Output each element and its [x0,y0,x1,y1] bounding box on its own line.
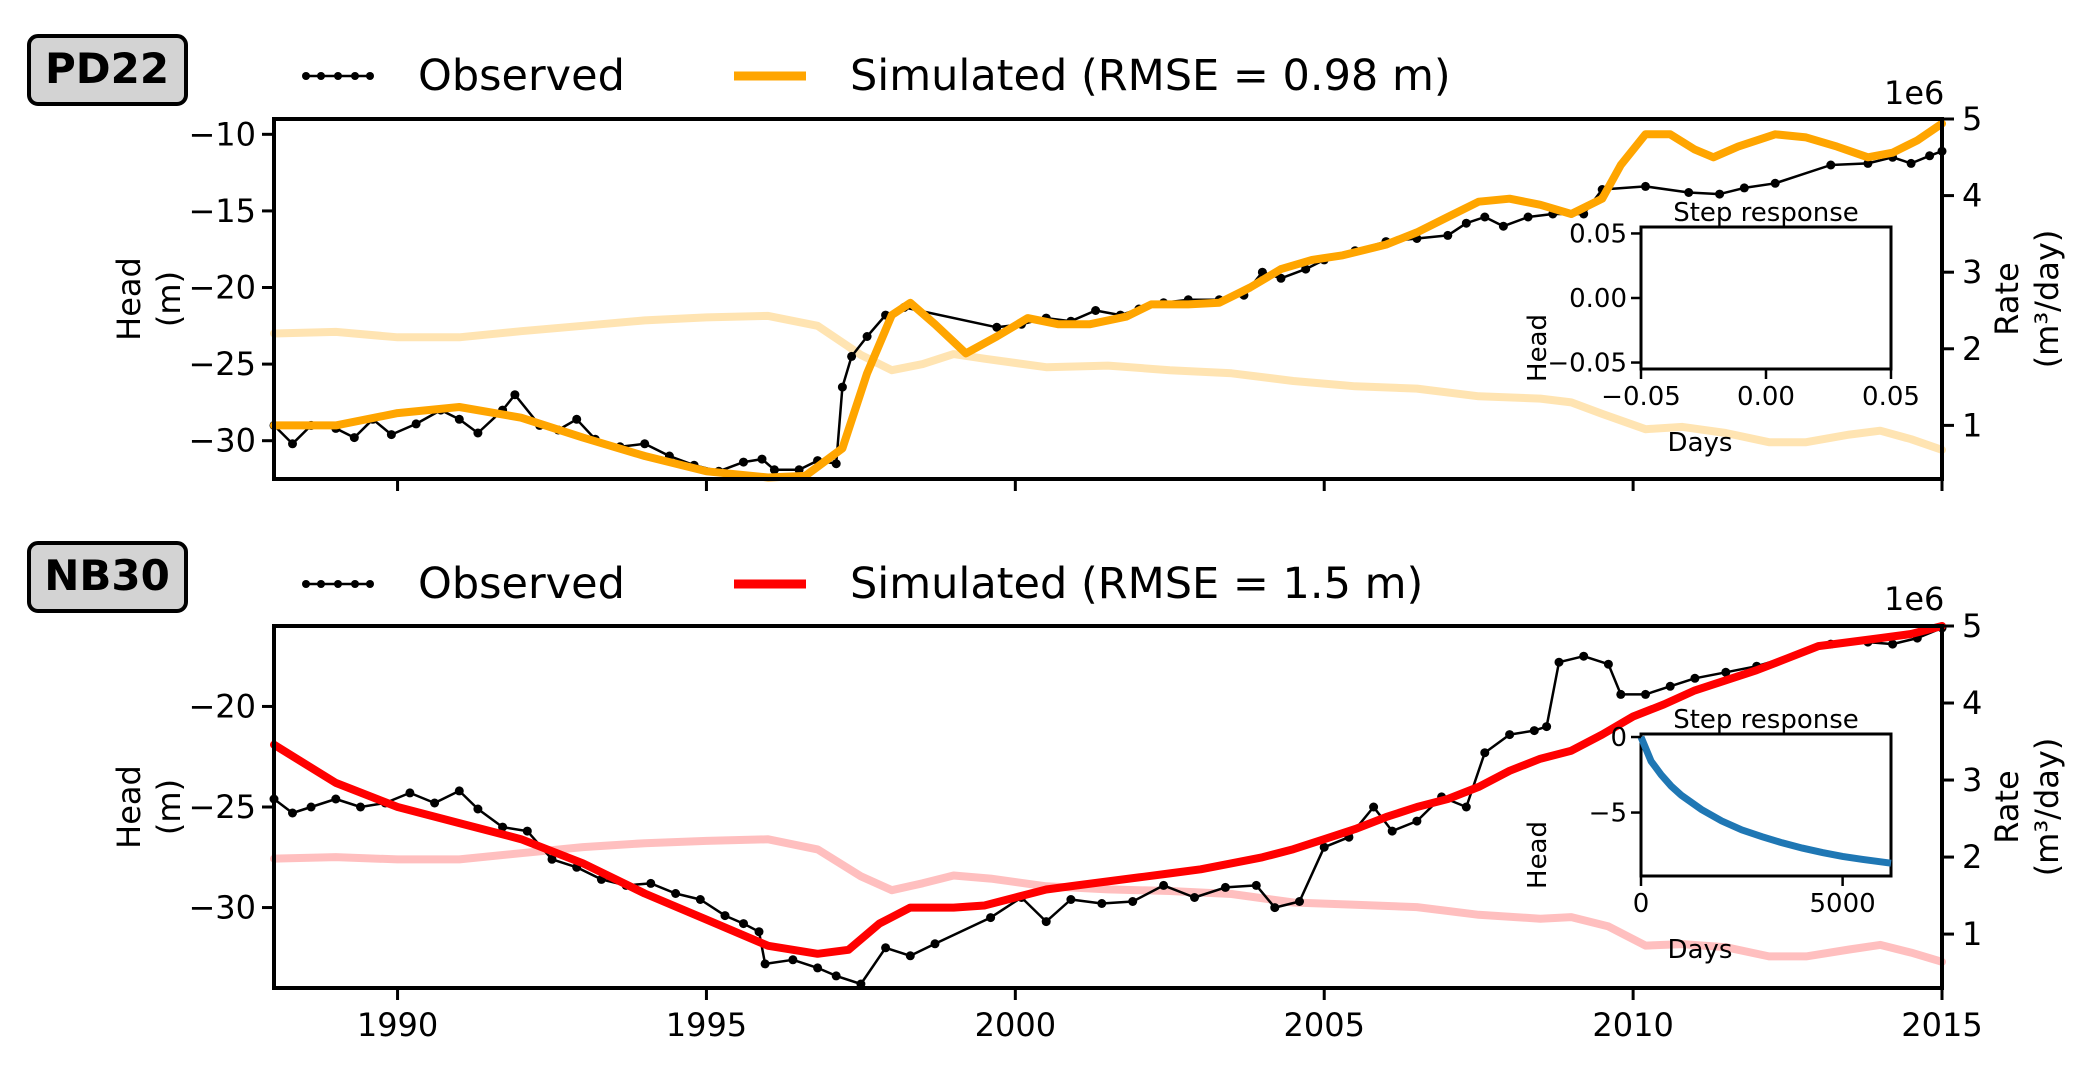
inset-frame [1639,225,1893,371]
rate-series-line [270,311,1946,454]
inset-x-label: Days [1668,428,1733,458]
observed-series-line [273,626,1943,986]
inset-step-response: 0 5000 0 −5 Step response Days Head [1523,705,1893,965]
legend-observed-marker [351,72,359,80]
legend-observed-label: Observed [418,51,625,101]
y-axis-label-unit: (m) [150,271,188,327]
inset-y-tick-label: 0 [1610,723,1627,753]
inset-frame [1639,732,1893,878]
inset-curve [1637,735,1892,867]
inset-x-tick-label: −0.05 [1601,382,1681,412]
inset-x-label: Days [1668,935,1733,965]
y2-axis-label-unit: (m³/day) [2028,738,2066,877]
y-axis-label-unit: (m) [150,779,188,835]
legend-simulated-label: Simulated (RMSE = 1.5 m) [850,559,1423,609]
y-axis-label: Head [110,765,148,849]
y2-tick-label: 2 [1962,330,1982,368]
badge-label: NB30 [44,551,170,600]
inset-y-tick-label: 0.05 [1569,219,1627,249]
y2-offset-label: 1e6 [1884,580,1944,618]
y-tick-label: −30 [188,889,256,927]
y2-tick-label: 5 [1962,607,1982,645]
inset-title: Step response [1673,198,1859,228]
y2-tick-label: 5 [1962,100,1982,138]
inset-y-ticks: 0 −5 [1589,723,1641,829]
legend-observed-marker [317,580,325,588]
legend-observed-marker [366,72,374,80]
y2-tick-label: 1 [1962,915,1982,953]
axes-frame [272,117,1944,481]
y2-tick-label: 3 [1962,253,1982,291]
inset-step-response: −0.05 0.00 0.05 0.05 0.00 −0.05 Step respons… [1523,198,1920,458]
y2-tick-label: 2 [1962,838,1982,876]
y2-offset-label: 1e6 [1884,74,1944,112]
x-tick-label: 2005 [1284,1006,1365,1044]
y2-axis-label-unit: (m³/day) [2028,230,2066,369]
y2-tick-label: 4 [1962,684,1982,722]
inset-y-tick-label: −0.05 [1547,349,1627,379]
y-tick-label: −20 [188,687,256,725]
legend-observed-marker [366,580,374,588]
rate-series-line [270,835,1946,966]
y-axis-ticks: −10 −15 −20 −25 −30 [188,115,274,460]
x-tick-label: 1995 [666,1006,747,1044]
legend-observed-marker [334,72,342,80]
x-tick-label: 2000 [975,1006,1056,1044]
legend-simulated-label: Simulated (RMSE = 0.98 m) [850,51,1451,101]
panel-pd22: PD22 Observed Simulated (RMSE = 0.98 m) … [27,34,2066,491]
inset-x-tick-label: 0.00 [1737,382,1795,412]
inset-y-label: Head [1523,821,1553,889]
y-tick-label: −30 [188,422,256,460]
inset-x-tick-label: 0.05 [1862,382,1920,412]
legend: Observed Simulated (RMSE = 0.98 m) [302,51,1451,101]
x-tick-label: 2010 [1592,1006,1673,1044]
inset-x-ticks: −0.05 0.00 0.05 [1601,369,1920,412]
legend-observed-marker [351,580,359,588]
simulated-series-line [270,622,1946,958]
x-tick-label: 1990 [357,1006,438,1044]
badge-box [27,34,188,106]
legend-observed-marker [334,580,342,588]
y-axis-label: Head [110,257,148,341]
badge-box [27,541,188,613]
plot-area: −20 −25 −30 1 2 3 4 5 1990 1995 2000 2005 2010 2015… [110,580,2066,1044]
x-tick-label: 2015 [1901,1006,1982,1044]
inset-y-tick-label: −5 [1589,799,1627,829]
y2-tick-label: 1 [1962,406,1982,444]
legend-observed-marker [302,580,310,588]
inset-y-ticks: 0.05 0.00 −0.05 [1547,219,1641,379]
y-tick-label: −25 [188,788,256,826]
inset-title: Step response [1673,705,1859,735]
y-tick-label: −25 [188,345,256,383]
panel-nb30: NB30 Observed Simulated (RMSE = 1.5 m) −… [27,541,2066,1044]
y-tick-label: −10 [188,115,256,153]
y-tick-label: −20 [188,269,256,307]
inset-y-label: Head [1523,314,1553,382]
badge-label: PD22 [45,44,169,93]
y-tick-label: −15 [188,192,256,230]
x-axis-ticks: 1990 1995 2000 2005 2010 2015 [357,988,1983,1044]
y2-axis-label: Rate [1988,262,2026,335]
legend: Observed Simulated (RMSE = 1.5 m) [302,559,1423,609]
inset-x-tick-label: 5000 [1810,889,1876,919]
y2-tick-label: 4 [1962,177,1982,215]
y-axis-ticks: −20 −25 −30 [188,687,274,927]
y2-axis-ticks: 1 2 3 4 5 [1942,100,1982,444]
legend-observed-label: Observed [418,559,625,609]
legend-observed-marker [317,72,325,80]
y2-tick-label: 3 [1962,761,1982,799]
y2-axis-label: Rate [1988,770,2026,843]
inset-y-tick-label: 0.00 [1569,284,1627,314]
legend-observed-marker [302,72,310,80]
inset-x-ticks: 0 5000 [1633,876,1876,919]
inset-x-tick-label: 0 [1633,889,1650,919]
y2-axis-ticks: 1 2 3 4 5 [1942,607,1982,953]
